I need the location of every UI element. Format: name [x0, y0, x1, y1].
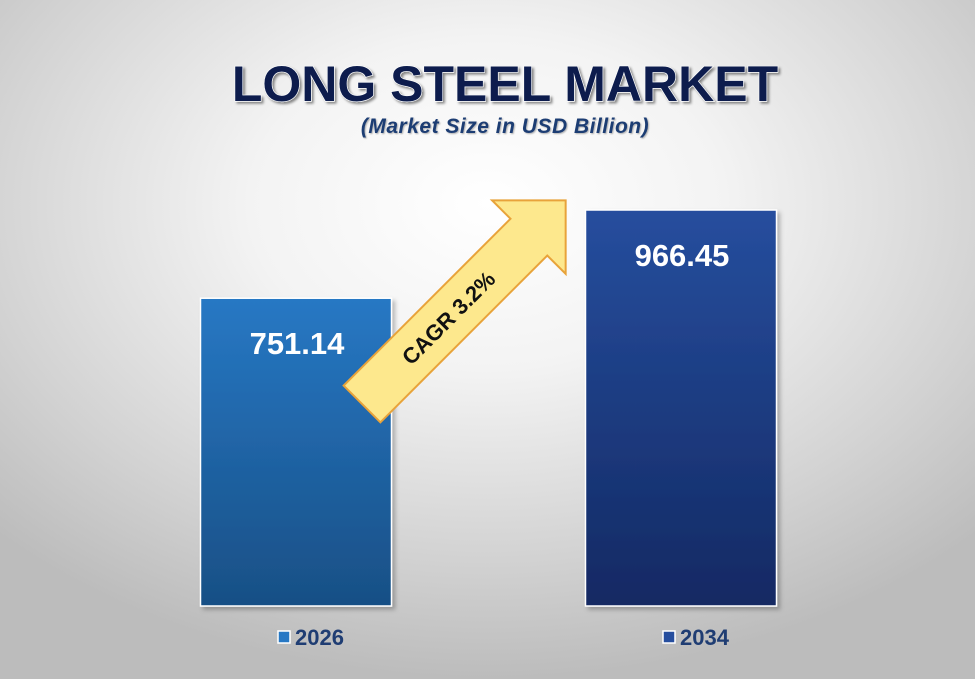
- bar-2026: [199, 297, 393, 607]
- bars-group: 751.14 966.45: [199, 209, 778, 607]
- chart-subtitle: (Market Size in USD Billion): [361, 115, 649, 138]
- legend-label-2026: 2026: [295, 625, 344, 650]
- chart-title: LONG STEEL MARKET: [232, 56, 778, 112]
- legend-label-2034: 2034: [680, 625, 730, 650]
- legend-swatch-2026: [277, 630, 291, 644]
- value-label-2026: 751.14: [250, 326, 346, 361]
- legend-swatch-2034: [662, 630, 676, 644]
- cagr-arrow-shape: [342, 199, 567, 424]
- value-label-2034: 966.45: [635, 238, 730, 273]
- legend: 2026 2034: [277, 625, 730, 650]
- bar-2034: [584, 209, 778, 607]
